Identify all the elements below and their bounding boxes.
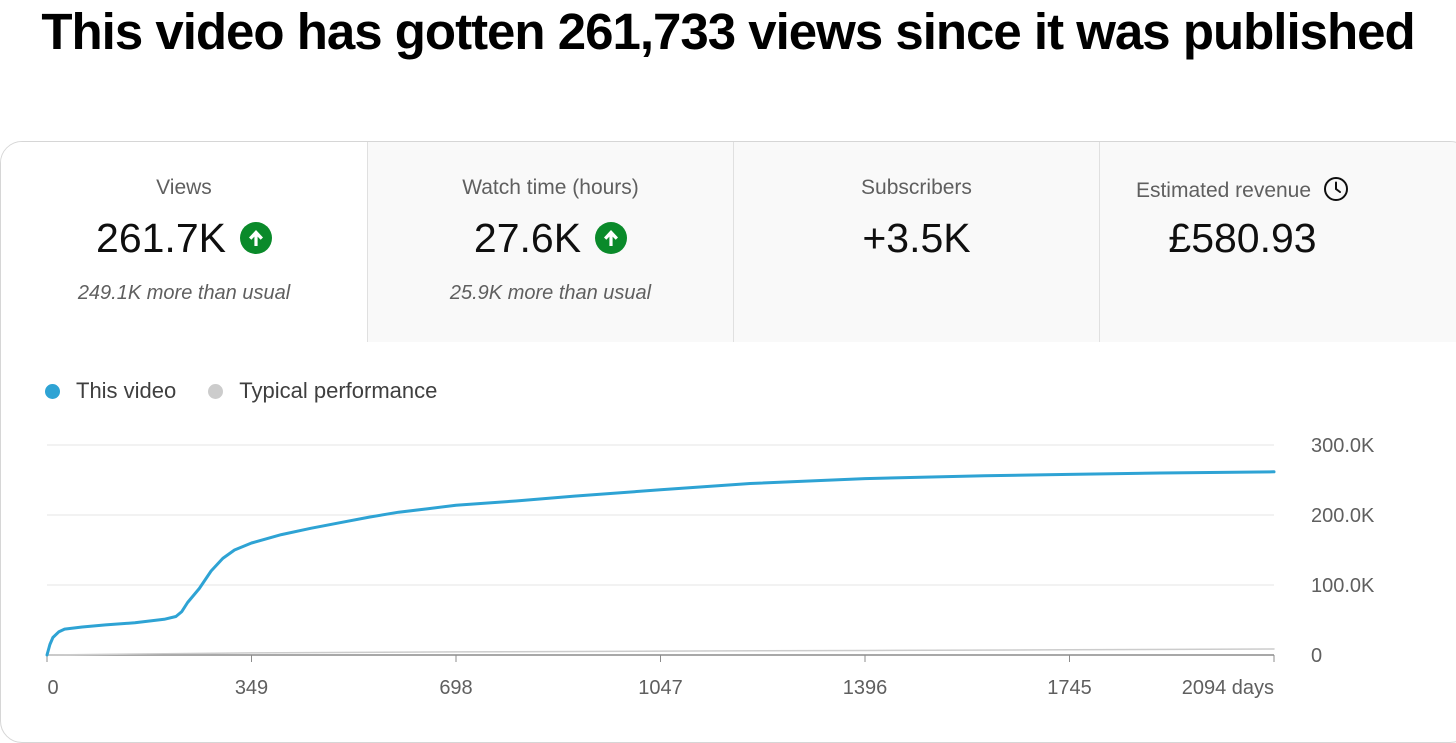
series-line-typical [46,648,1275,656]
x-tick-label: 349 [235,677,268,699]
y-tick-label: 0 [1311,645,1322,667]
metric-value: 27.6K [473,214,582,261]
metric-note: 25.9K more than usual [449,282,652,304]
metric-value-row: 27.6K [368,212,733,264]
x-tick-label: 1745 [1047,677,1092,699]
metric-value: 261.7K [96,214,226,261]
legend-label-this-video: This video [76,378,177,403]
legend-label-typical: Typical performance [239,378,438,403]
views-line-chart: 300.0K 200.0K 100.0K 0 0 349 698 1047 1396 1745 20… [45,435,1375,699]
x-tick-label: 1047 [638,677,683,699]
x-tick-label: 0 [47,677,58,699]
x-tick-label: 698 [439,677,472,699]
arrow-up-icon [239,222,272,254]
x-tick-label: 2094 days [1182,677,1274,699]
headline: This video has gotten 261,733 views sinc… [41,3,1415,60]
chart-legend: This video Typical performance [45,378,469,404]
metric-value-row: £580.93 [1020,212,1456,264]
metric-value: +3.5K [862,214,971,261]
metric-label: Subscribers [861,176,972,199]
metric-label: Watch time (hours) [462,176,639,199]
analytics-card: Views 261.7K 249.1K more than usual Watc… [0,141,1456,743]
metric-tiles: Views 261.7K 249.1K more than usual Watc… [1,142,1456,342]
legend-dot-this-video [45,383,60,399]
metric-tile-subscribers[interactable]: Subscribers +3.5K [733,142,1099,342]
metric-note: 249.1K more than usual [77,282,291,304]
metric-tile-revenue[interactable]: Estimated revenue £580.93 [1099,142,1456,342]
legend-item-this-video[interactable]: This video [45,378,176,404]
metric-value-row: +3.5K [734,212,1099,264]
legend-item-typical[interactable]: Typical performance [208,378,437,404]
metric-tile-watch-time[interactable]: Watch time (hours) 27.6K 25.9K more than… [367,142,733,342]
legend-dot-typical [208,383,224,399]
metric-label: Views [156,176,212,199]
metric-value: £580.93 [1168,214,1317,261]
y-tick-label: 200.0K [1311,505,1375,527]
y-tick-label: 300.0K [1311,435,1375,457]
clock-icon [1324,177,1349,201]
x-tick-label: 1396 [843,677,888,699]
metric-label-text: Estimated revenue [1135,179,1312,202]
metric-tile-views[interactable]: Views 261.7K 249.1K more than usual [1,142,367,342]
metric-label: Estimated revenue [1020,176,1456,203]
metric-value-row: 261.7K [1,212,367,264]
series-line-this-video [45,470,1276,657]
y-tick-label: 100.0K [1311,575,1375,597]
arrow-up-icon [595,222,628,254]
